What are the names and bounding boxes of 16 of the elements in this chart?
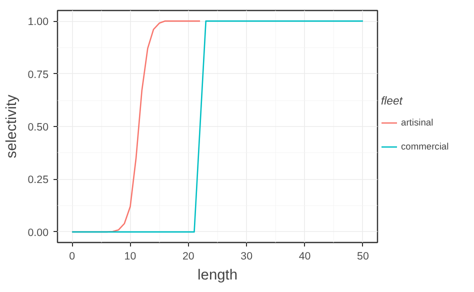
x-tick-label: 30 xyxy=(240,250,253,262)
x-tick-label: 20 xyxy=(182,250,194,262)
legend-label: commercial xyxy=(401,142,449,152)
y-tick-label: 0.00 xyxy=(28,226,49,239)
y-tick-label: 0.50 xyxy=(28,122,49,134)
x-axis-title: length xyxy=(198,268,238,284)
y-tick-label: 0.25 xyxy=(28,174,49,186)
x-tick-label: 0 xyxy=(69,250,76,262)
x-tick-label: 50 xyxy=(357,250,369,262)
y-tick-label: 1.00 xyxy=(28,16,49,28)
y-axis-title: selectivity xyxy=(4,94,20,158)
x-tick-label: 10 xyxy=(124,250,136,262)
y-tick-label: 0.75 xyxy=(28,68,49,81)
legend-label: artisinal xyxy=(401,118,434,128)
legend-title: fleet xyxy=(381,96,404,108)
x-tick-label: 40 xyxy=(298,250,311,262)
